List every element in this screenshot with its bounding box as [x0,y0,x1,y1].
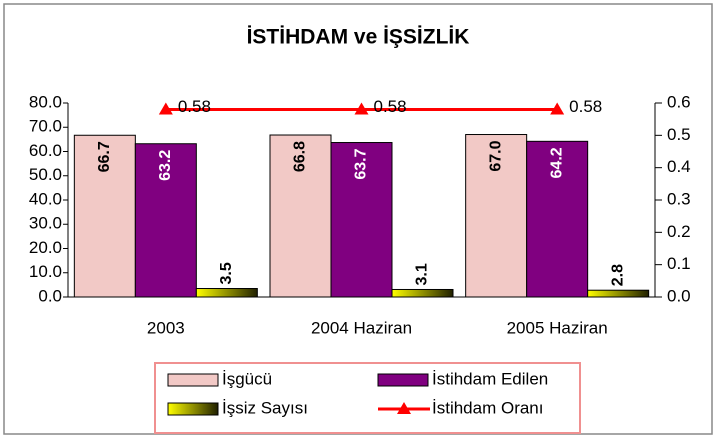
data-label: 67.0 [487,140,504,171]
y-tick-label: 80.0 [29,92,62,111]
x-tick-label: 2005 Haziran [507,318,608,337]
x-tick-label: 2003 [147,318,185,337]
y2-tick-label: 0.6 [667,92,691,111]
y2-tick-label: 0.0 [667,286,691,305]
data-label: 2.8 [609,264,626,286]
data-label: 0.58 [178,97,211,116]
y2-tick-label: 0.5 [667,125,691,144]
line-marker [354,102,369,115]
y-tick-label: 0.0 [38,286,62,305]
x-tick-label: 2004 Haziran [311,318,412,337]
y-tick-label: 40.0 [29,189,62,208]
legend-swatch [377,373,429,387]
legend-swatch [167,402,219,416]
legend-swatch [167,373,219,387]
bar [391,288,454,298]
data-label: 0.58 [374,97,407,116]
legend-label: İşgücü [222,369,272,388]
chart-title: İSTİHDAM ve İŞSİZLİK [247,26,470,49]
legend-label: İstihdam Edilen [432,369,548,388]
y-tick-label: 50.0 [29,165,62,184]
data-label: 63.7 [353,148,370,179]
data-label: 63.2 [157,150,174,181]
y2-tick-label: 0.3 [667,189,691,208]
line-marker [158,102,173,115]
y-tick-label: 70.0 [29,117,62,136]
bar [73,134,136,298]
bar [330,142,393,298]
y2-tick-label: 0.2 [667,222,691,241]
data-label: 64.2 [548,147,565,178]
data-label: 0.58 [569,97,602,116]
y-tick-label: 30.0 [29,214,62,233]
y2-tick-label: 0.1 [667,254,691,273]
bar [587,289,650,298]
y-tick-label: 10.0 [29,262,62,281]
data-label: 66.7 [96,141,113,172]
data-label: 3.1 [414,263,431,285]
bar [195,288,258,298]
data-label: 3.5 [218,262,235,284]
legend-box [154,362,581,434]
line-marker [550,102,565,115]
legend-label: İstihdam Oranı [432,398,544,417]
bar [269,134,332,298]
y2-tick-label: 0.4 [667,157,691,176]
y-tick-label: 60.0 [29,141,62,160]
y-tick-label: 20.0 [29,238,62,257]
legend-label: İşsiz Sayısı [222,398,308,417]
bar [134,143,197,298]
bar [465,134,528,298]
bar [526,140,589,298]
legend-marker [397,402,411,414]
data-label: 66.8 [292,141,309,172]
